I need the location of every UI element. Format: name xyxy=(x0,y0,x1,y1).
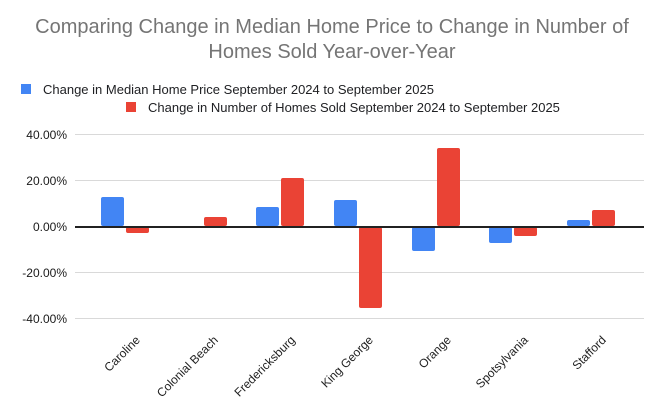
legend-item-median-home-price[interactable]: Change in Median Home Price September 20… xyxy=(21,81,434,97)
bar-median-home-price[interactable] xyxy=(334,200,357,227)
zero-axis-line xyxy=(75,225,644,228)
x-axis-category-label: Colonial Beach xyxy=(153,333,221,400)
y-axis-tick-label: 0.00% xyxy=(32,219,67,234)
gridline xyxy=(75,318,644,319)
x-axis-category-label: Spotsylvania xyxy=(473,333,532,392)
bar-homes-sold[interactable] xyxy=(126,226,150,234)
y-axis-tick-label: -40.00% xyxy=(22,311,67,326)
gridline xyxy=(75,134,644,135)
bar-homes-sold[interactable] xyxy=(514,226,538,236)
x-axis-category-label: Orange xyxy=(415,333,454,372)
bar-homes-sold[interactable] xyxy=(359,226,382,309)
bar-homes-sold[interactable] xyxy=(203,217,227,227)
bar-homes-sold[interactable] xyxy=(591,210,615,227)
bar-median-home-price[interactable] xyxy=(489,226,513,243)
y-axis-tick-label: 20.00% xyxy=(26,173,67,188)
legend-label: Change in Median Home Price September 20… xyxy=(43,81,434,97)
legend-swatch-blue-icon xyxy=(21,84,31,94)
legend-item-homes-sold[interactable]: Change in Number of Homes Sold September… xyxy=(126,99,560,115)
legend-label: Change in Number of Homes Sold September… xyxy=(148,99,560,115)
x-axis-category-label: King George xyxy=(318,333,376,391)
bar-homes-sold[interactable] xyxy=(281,178,305,227)
bar-median-home-price[interactable] xyxy=(101,196,125,227)
y-axis-tick-label: -20.00% xyxy=(22,265,67,280)
gridline xyxy=(75,180,644,181)
chart-title: Comparing Change in Median Home Price to… xyxy=(35,16,629,63)
bar-median-home-price[interactable] xyxy=(566,219,590,227)
legend-swatch-red-icon xyxy=(126,102,136,112)
x-axis-category-label: Fredericksburg xyxy=(231,333,299,400)
bar-median-home-price[interactable] xyxy=(256,206,280,227)
x-axis-category-label: Stafford xyxy=(569,333,609,373)
y-axis-tick-label: 40.00% xyxy=(26,127,67,142)
bar-median-home-price[interactable] xyxy=(411,226,435,251)
x-axis-category-label: Caroline xyxy=(101,333,144,375)
bar-homes-sold[interactable] xyxy=(436,148,460,227)
